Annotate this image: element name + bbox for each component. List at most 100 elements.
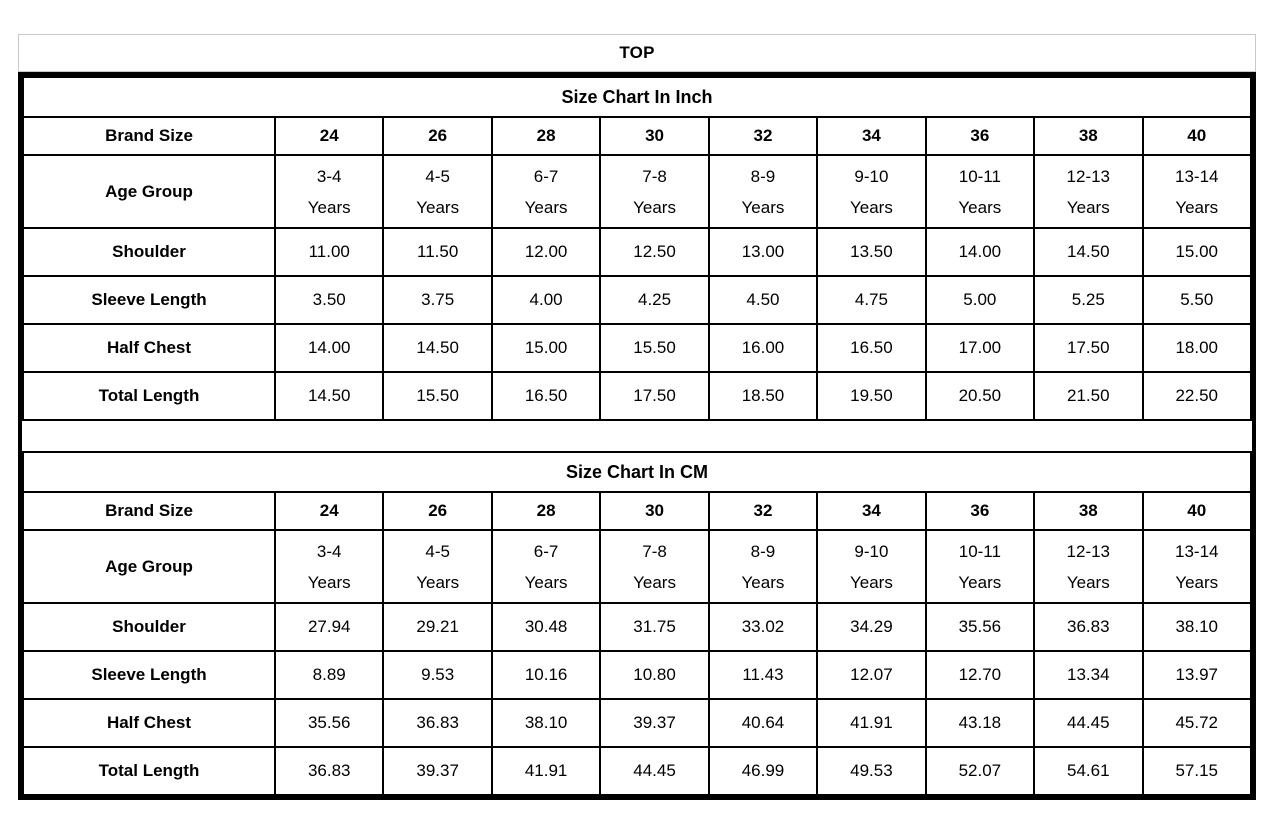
measurement-value: 16.50 (490, 371, 602, 421)
measurement-value: 11.43 (707, 650, 819, 700)
measurement-value: 12.50 (599, 227, 710, 277)
brand-size-value: 38 (1033, 491, 1144, 531)
measurement-value: 57.15 (1141, 746, 1252, 796)
measurement-value: 20.50 (924, 371, 1036, 421)
measurement-value: 36.83 (1033, 602, 1144, 652)
age-range: 8-9 (750, 541, 776, 561)
age-unit: Years (849, 572, 893, 592)
age-unit: Years (307, 197, 351, 217)
measurement-value: 15.50 (382, 371, 493, 421)
age-range: 7-8 (642, 541, 667, 561)
size-chart-container: Size Chart In Inch Brand Size 24 26 28 30 32 34… (18, 72, 1256, 800)
measurement-value: 4.75 (816, 275, 927, 325)
age-group-value: 7-8 Years (599, 529, 710, 604)
age-group-value: 13-14 Years (1141, 154, 1252, 229)
measurement-row: Sleeve Length 8.89 9.53 10.16 10.80 11.43 12.0… (22, 650, 1252, 700)
age-unit: Years (524, 197, 568, 217)
measurement-value: 12.07 (816, 650, 927, 700)
age-group-value: 4-5 Years (382, 529, 493, 604)
measurement-label: Shoulder (22, 602, 276, 652)
age-group-value: 12-13 Years (1033, 154, 1144, 229)
measurement-value: 18.50 (707, 371, 819, 421)
section-spacer (22, 421, 1252, 451)
measurement-label: Sleeve Length (22, 275, 276, 325)
brand-size-row: Brand Size 24 26 28 30 32 34 36 38 40 (22, 491, 1252, 531)
age-group-value: 6-7 Years (490, 529, 602, 604)
measurement-value: 17.50 (599, 371, 710, 421)
measurement-value: 8.89 (273, 650, 385, 700)
age-group-label: Age Group (22, 529, 276, 604)
measurement-value: 36.83 (382, 698, 493, 748)
age-range: 12-13 (1066, 541, 1111, 561)
measurement-value: 15.00 (490, 323, 602, 373)
measurement-value: 29.21 (382, 602, 493, 652)
measurement-value: 22.50 (1141, 371, 1252, 421)
age-group-value: 3-4 Years (273, 154, 385, 229)
measurement-value: 5.00 (924, 275, 1036, 325)
age-group-value: 13-14 Years (1141, 529, 1252, 604)
age-unit: Years (524, 572, 568, 592)
measurement-value: 13.34 (1033, 650, 1144, 700)
age-range: 8-9 (750, 166, 776, 186)
measurement-row: Total Length 14.50 15.50 16.50 17.50 18.50 19.… (22, 371, 1252, 421)
brand-size-label: Brand Size (22, 116, 276, 156)
age-unit: Years (416, 572, 460, 592)
age-group-value: 10-11 Years (924, 154, 1036, 229)
brand-size-value: 30 (599, 116, 710, 156)
measurement-value: 54.61 (1033, 746, 1144, 796)
age-unit: Years (958, 197, 1002, 217)
measurement-value: 15.00 (1141, 227, 1252, 277)
measurement-label: Sleeve Length (22, 650, 276, 700)
brand-size-value: 32 (707, 491, 819, 531)
garment-type-header: TOP (18, 34, 1256, 72)
age-group-value: 4-5 Years (382, 154, 493, 229)
measurement-value: 36.83 (273, 746, 385, 796)
measurement-value: 34.29 (816, 602, 927, 652)
age-group-value: 10-11 Years (924, 529, 1036, 604)
measurement-value: 45.72 (1141, 698, 1252, 748)
measurement-value: 19.50 (816, 371, 927, 421)
measurement-row: Total Length 36.83 39.37 41.91 44.45 46.99 49.… (22, 746, 1252, 796)
measurement-value: 4.00 (490, 275, 602, 325)
brand-size-value: 32 (707, 116, 819, 156)
age-range: 13-14 (1175, 166, 1219, 186)
measurement-value: 14.00 (273, 323, 385, 373)
measurement-value: 14.50 (382, 323, 493, 373)
brand-size-value: 40 (1141, 491, 1252, 531)
age-unit: Years (307, 572, 351, 592)
age-group-row: Age Group 3-4 Years 4-5 Years 6-7 Years 7-8 Year… (22, 529, 1252, 604)
brand-size-value: 36 (924, 116, 1036, 156)
age-unit: Years (1066, 572, 1110, 592)
age-range: 3-4 (316, 541, 342, 561)
measurement-value: 9.53 (382, 650, 493, 700)
measurement-value: 44.45 (1033, 698, 1144, 748)
measurement-value: 33.02 (707, 602, 819, 652)
garment-type-title: TOP (619, 43, 655, 62)
age-group-value: 3-4 Years (273, 529, 385, 604)
brand-size-label: Brand Size (22, 491, 276, 531)
measurement-value: 16.50 (816, 323, 927, 373)
measurement-label: Half Chest (22, 323, 276, 373)
measurement-value: 39.37 (599, 698, 710, 748)
measurement-value: 4.25 (599, 275, 710, 325)
brand-size-value: 24 (273, 116, 385, 156)
age-unit: Years (741, 572, 785, 592)
measurement-row: Shoulder 11.00 11.50 12.00 12.50 13.00 13.50 14… (22, 227, 1252, 277)
age-unit: Years (1175, 572, 1219, 592)
age-range: 12-13 (1066, 166, 1111, 186)
brand-size-value: 40 (1141, 116, 1252, 156)
measurement-value: 14.50 (273, 371, 385, 421)
measurement-value: 5.50 (1141, 275, 1252, 325)
measurement-value: 27.94 (273, 602, 385, 652)
measurement-value: 39.37 (382, 746, 493, 796)
age-unit: Years (1175, 197, 1219, 217)
measurement-value: 12.00 (490, 227, 602, 277)
age-range: 4-5 (425, 541, 450, 561)
measurement-value: 12.70 (924, 650, 1036, 700)
age-range: 4-5 (425, 166, 450, 186)
section-title: Size Chart In CM (22, 451, 1252, 493)
brand-size-value: 26 (382, 116, 493, 156)
measurement-row: Half Chest 14.00 14.50 15.00 15.50 16.00 16.50… (22, 323, 1252, 373)
age-group-value: 9-10 Years (816, 529, 927, 604)
